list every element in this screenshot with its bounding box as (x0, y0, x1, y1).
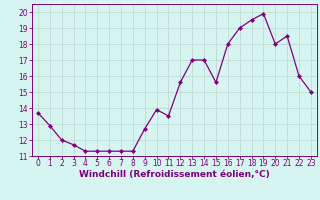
X-axis label: Windchill (Refroidissement éolien,°C): Windchill (Refroidissement éolien,°C) (79, 170, 270, 179)
